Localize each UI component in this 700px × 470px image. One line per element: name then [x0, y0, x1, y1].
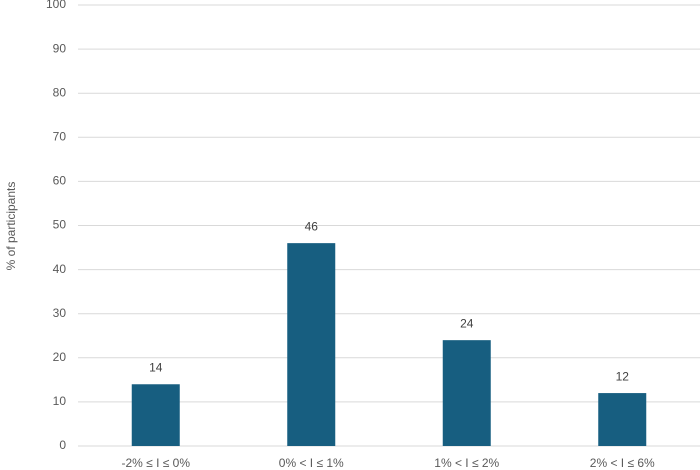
y-tick-label: 70	[53, 129, 67, 143]
y-axis-title: % of participants	[4, 182, 18, 271]
y-tick-label: 90	[53, 41, 67, 55]
y-tick-label: 100	[46, 0, 66, 11]
x-tick-label: -2% ≤ I ≤ 0%	[121, 456, 190, 470]
x-tick-label: 2% < I ≤ 6%	[590, 456, 655, 470]
data-label: 46	[305, 219, 319, 233]
data-label: 12	[616, 369, 630, 383]
data-label: 14	[149, 360, 163, 374]
data-label: 24	[460, 316, 474, 330]
y-tick-label: 40	[53, 262, 67, 276]
y-tick-label: 10	[53, 394, 67, 408]
x-tick-label: 1% < I ≤ 2%	[434, 456, 499, 470]
bar	[131, 384, 180, 446]
y-tick-label: 30	[53, 306, 67, 320]
y-tick-label: 80	[53, 85, 67, 99]
bar	[598, 393, 647, 446]
y-tick-label: 0	[59, 438, 66, 452]
bar	[287, 243, 336, 446]
y-tick-label: 50	[53, 218, 67, 232]
x-tick-label: 0% < I ≤ 1%	[279, 456, 344, 470]
y-tick-label: 20	[53, 350, 67, 364]
y-tick-label: 60	[53, 174, 67, 188]
bar	[442, 340, 491, 446]
